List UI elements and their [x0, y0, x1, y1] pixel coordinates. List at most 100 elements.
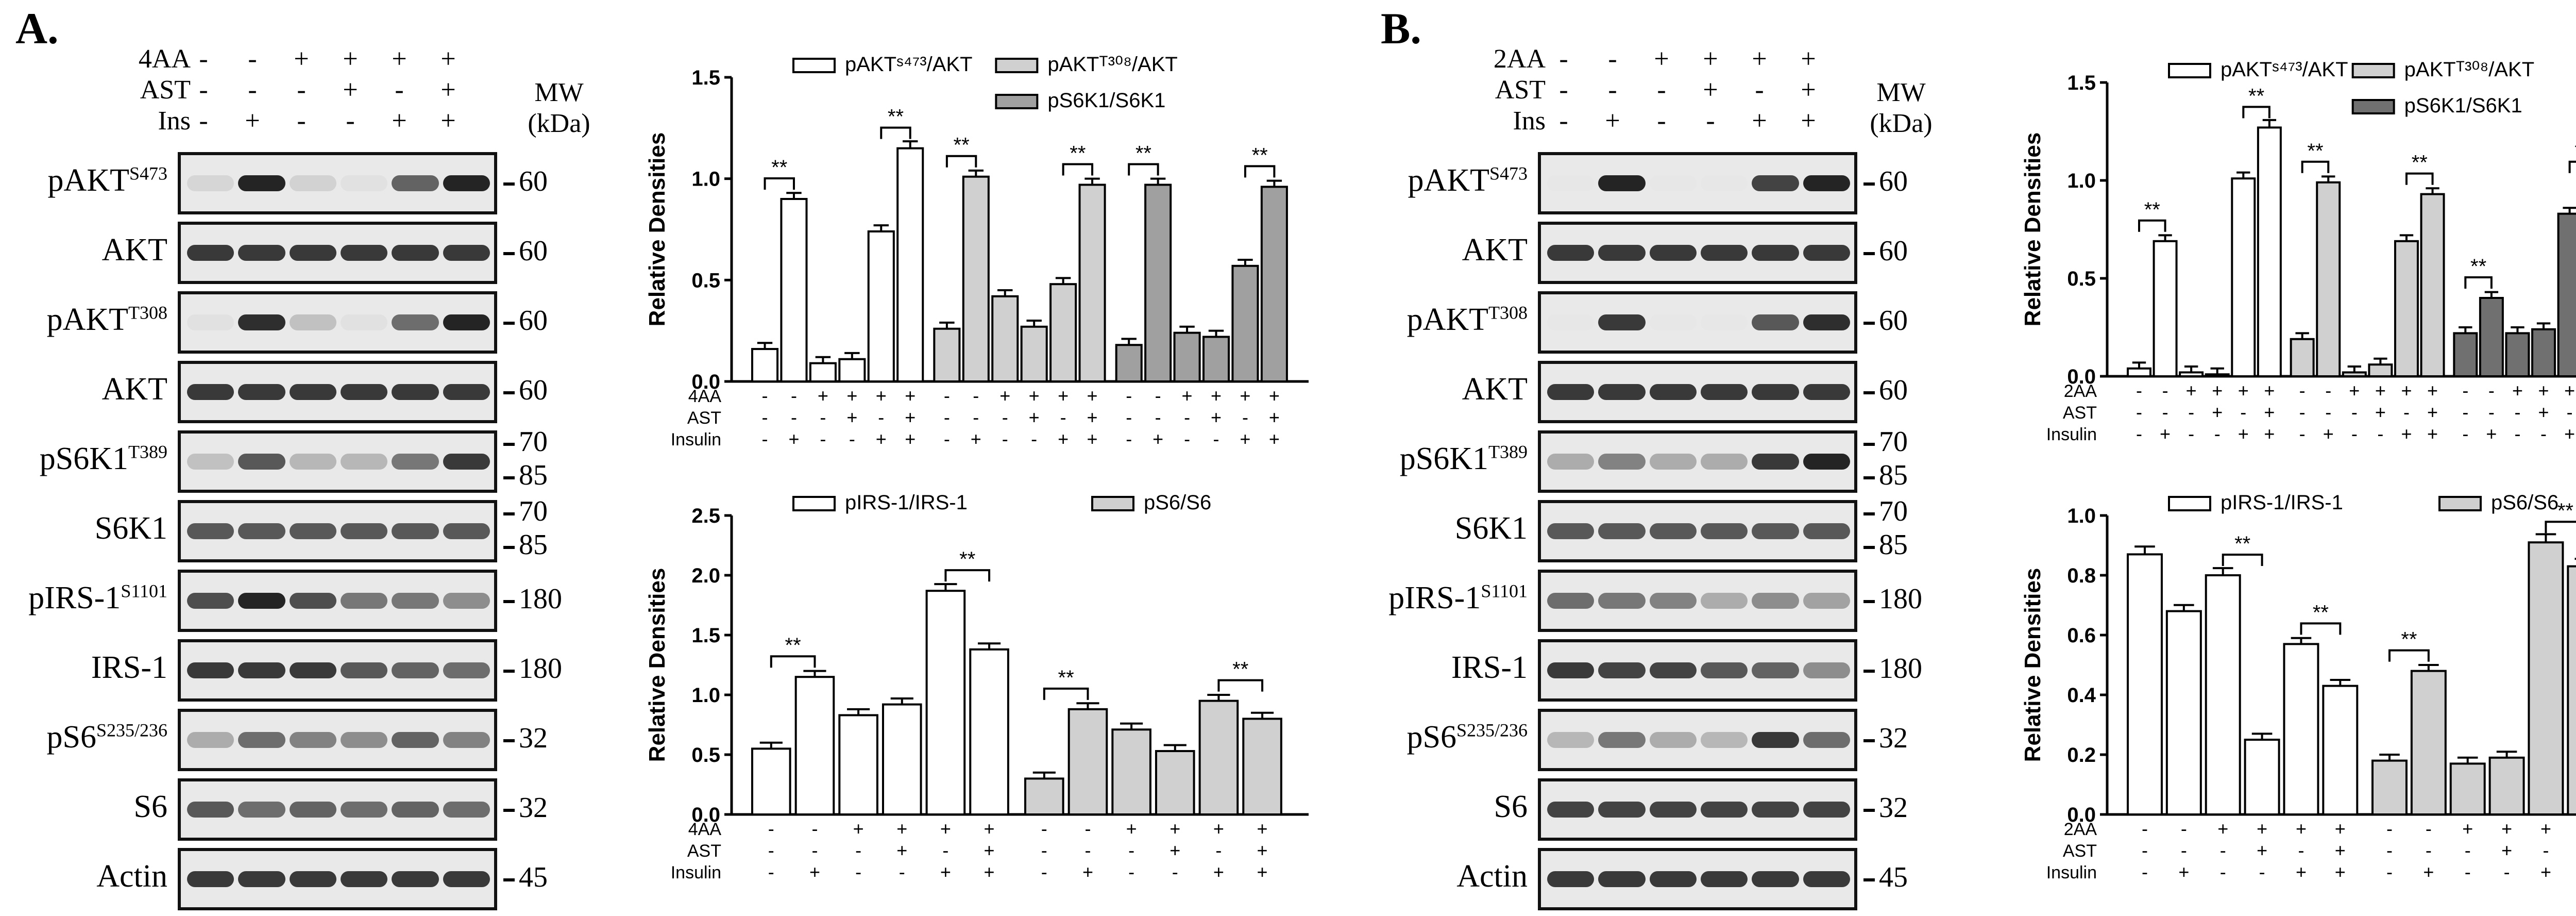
significance-mark: **: [954, 134, 970, 157]
legend-label: pAKTˢ⁴⁷³/AKT: [845, 53, 973, 76]
significance-mark: **: [2412, 152, 2428, 174]
mw-marker: 45: [1863, 861, 1908, 894]
bar: [2505, 332, 2530, 378]
legend-label: pS6/S6: [2491, 491, 2558, 514]
blot-label-A-5: S6K1: [0, 510, 167, 547]
blot-strip-B-5: [1538, 500, 1857, 562]
blot-sup: T389: [128, 441, 167, 462]
band: [1803, 732, 1850, 748]
band: [238, 802, 285, 818]
y-tick-label: 0.8: [2067, 564, 2096, 587]
x-condition-sign: -: [820, 407, 826, 428]
x-condition-sign: -: [1002, 428, 1008, 449]
x-condition-sign: -: [2426, 840, 2432, 861]
x-condition-sign: -: [1242, 407, 1248, 428]
x-condition-sign: +: [2375, 402, 2386, 423]
band: [341, 593, 388, 609]
blot-name: AKT: [101, 372, 167, 407]
mw-marker: 85: [503, 459, 548, 492]
bar: [794, 676, 835, 815]
x-condition-sign: -: [1031, 428, 1037, 449]
band: [1752, 732, 1799, 748]
blot-strip-B-4: [1538, 430, 1857, 493]
significance-mark: **: [2248, 85, 2264, 107]
y-tick-label: 0.0: [2067, 804, 2096, 826]
significance-mark: **: [2307, 140, 2323, 162]
x-condition-sign: -: [2462, 380, 2468, 401]
y-tick-label: 1.0: [2067, 170, 2096, 192]
band: [1701, 662, 1748, 678]
band: [187, 662, 234, 678]
y-tick-label: 0.5: [691, 744, 720, 767]
cond-sign-B-1-2: -: [1657, 75, 1666, 105]
x-condition-sign: +: [853, 818, 864, 839]
significance-mark: **: [2234, 532, 2250, 555]
blot-label-B-10: Actin: [1342, 858, 1528, 895]
x-condition-sign: +: [1058, 428, 1069, 449]
x-row-label: AST: [687, 841, 721, 861]
x-condition-sign: +: [905, 407, 916, 428]
significance-bracket: [944, 569, 991, 582]
bar: [896, 147, 924, 382]
x-condition-sign: -: [768, 818, 774, 839]
band: [187, 593, 234, 609]
band: [289, 454, 336, 470]
y-tick-label: 0.5: [691, 269, 720, 292]
x-condition-sign: -: [2299, 402, 2306, 423]
mw-tick: [503, 809, 515, 812]
x-condition-sign: -: [2514, 423, 2520, 444]
band: [289, 662, 336, 678]
mw-value: 60: [519, 305, 548, 337]
x-row-label: 4AA: [688, 387, 722, 406]
x-condition-sign: -: [2514, 402, 2520, 423]
x-condition-sign: +: [846, 407, 857, 428]
significance-bracket: [2300, 622, 2342, 635]
mw-marker: 60: [503, 304, 548, 337]
significance-mark: **: [771, 156, 787, 179]
mw-marker: 180: [503, 582, 562, 615]
panel-a-conditions: 4AA AST Ins: [77, 44, 531, 147]
x-condition-sign: -: [899, 861, 905, 882]
blot-name: pS6: [1406, 720, 1456, 755]
bar: [809, 362, 837, 382]
band: [341, 175, 388, 191]
x-condition-sign: +: [2538, 380, 2549, 401]
bar: [2153, 240, 2178, 377]
mw-marker: 32: [503, 791, 548, 824]
significance-bracket: [2388, 649, 2430, 662]
band: [1547, 802, 1595, 818]
bar: [838, 358, 866, 383]
cond-sign-B-1-1: -: [1608, 75, 1617, 105]
band: [1598, 871, 1646, 887]
x-condition-sign: -: [2540, 423, 2547, 444]
x-condition-sign: +: [2540, 818, 2551, 839]
cond-sign-B-1-3: +: [1703, 75, 1718, 105]
x-condition-sign: +: [2401, 423, 2412, 444]
cond-sign-A-1-4: -: [395, 75, 404, 105]
mw-tick: [1863, 809, 1875, 812]
band: [1547, 245, 1595, 261]
bar: [2368, 363, 2393, 378]
blot-name: pAKT: [47, 163, 129, 198]
mw-value: 180: [1879, 653, 1922, 685]
bar: [2244, 739, 2280, 815]
blot-label-B-2: pAKTT308: [1342, 302, 1528, 338]
band: [1598, 593, 1646, 609]
x-condition-sign: -: [1084, 818, 1091, 839]
x-condition-sign: +: [1240, 428, 1250, 449]
band: [1547, 732, 1595, 748]
y-tick-label: 2.0: [691, 564, 720, 587]
bar: [1049, 283, 1077, 383]
band: [392, 175, 439, 191]
x-condition-sign: +: [1269, 407, 1280, 428]
mw-marker: 45: [503, 861, 548, 894]
significance-bracket: [770, 655, 816, 668]
blot-strip-A-10: [178, 848, 497, 910]
bar: [2531, 328, 2556, 377]
cond-sign-A-0-0: -: [199, 44, 208, 74]
mw-value: 85: [1879, 459, 1908, 491]
mw-marker: 60: [1863, 235, 1908, 268]
band: [1649, 314, 1697, 330]
bar: [1078, 184, 1106, 382]
